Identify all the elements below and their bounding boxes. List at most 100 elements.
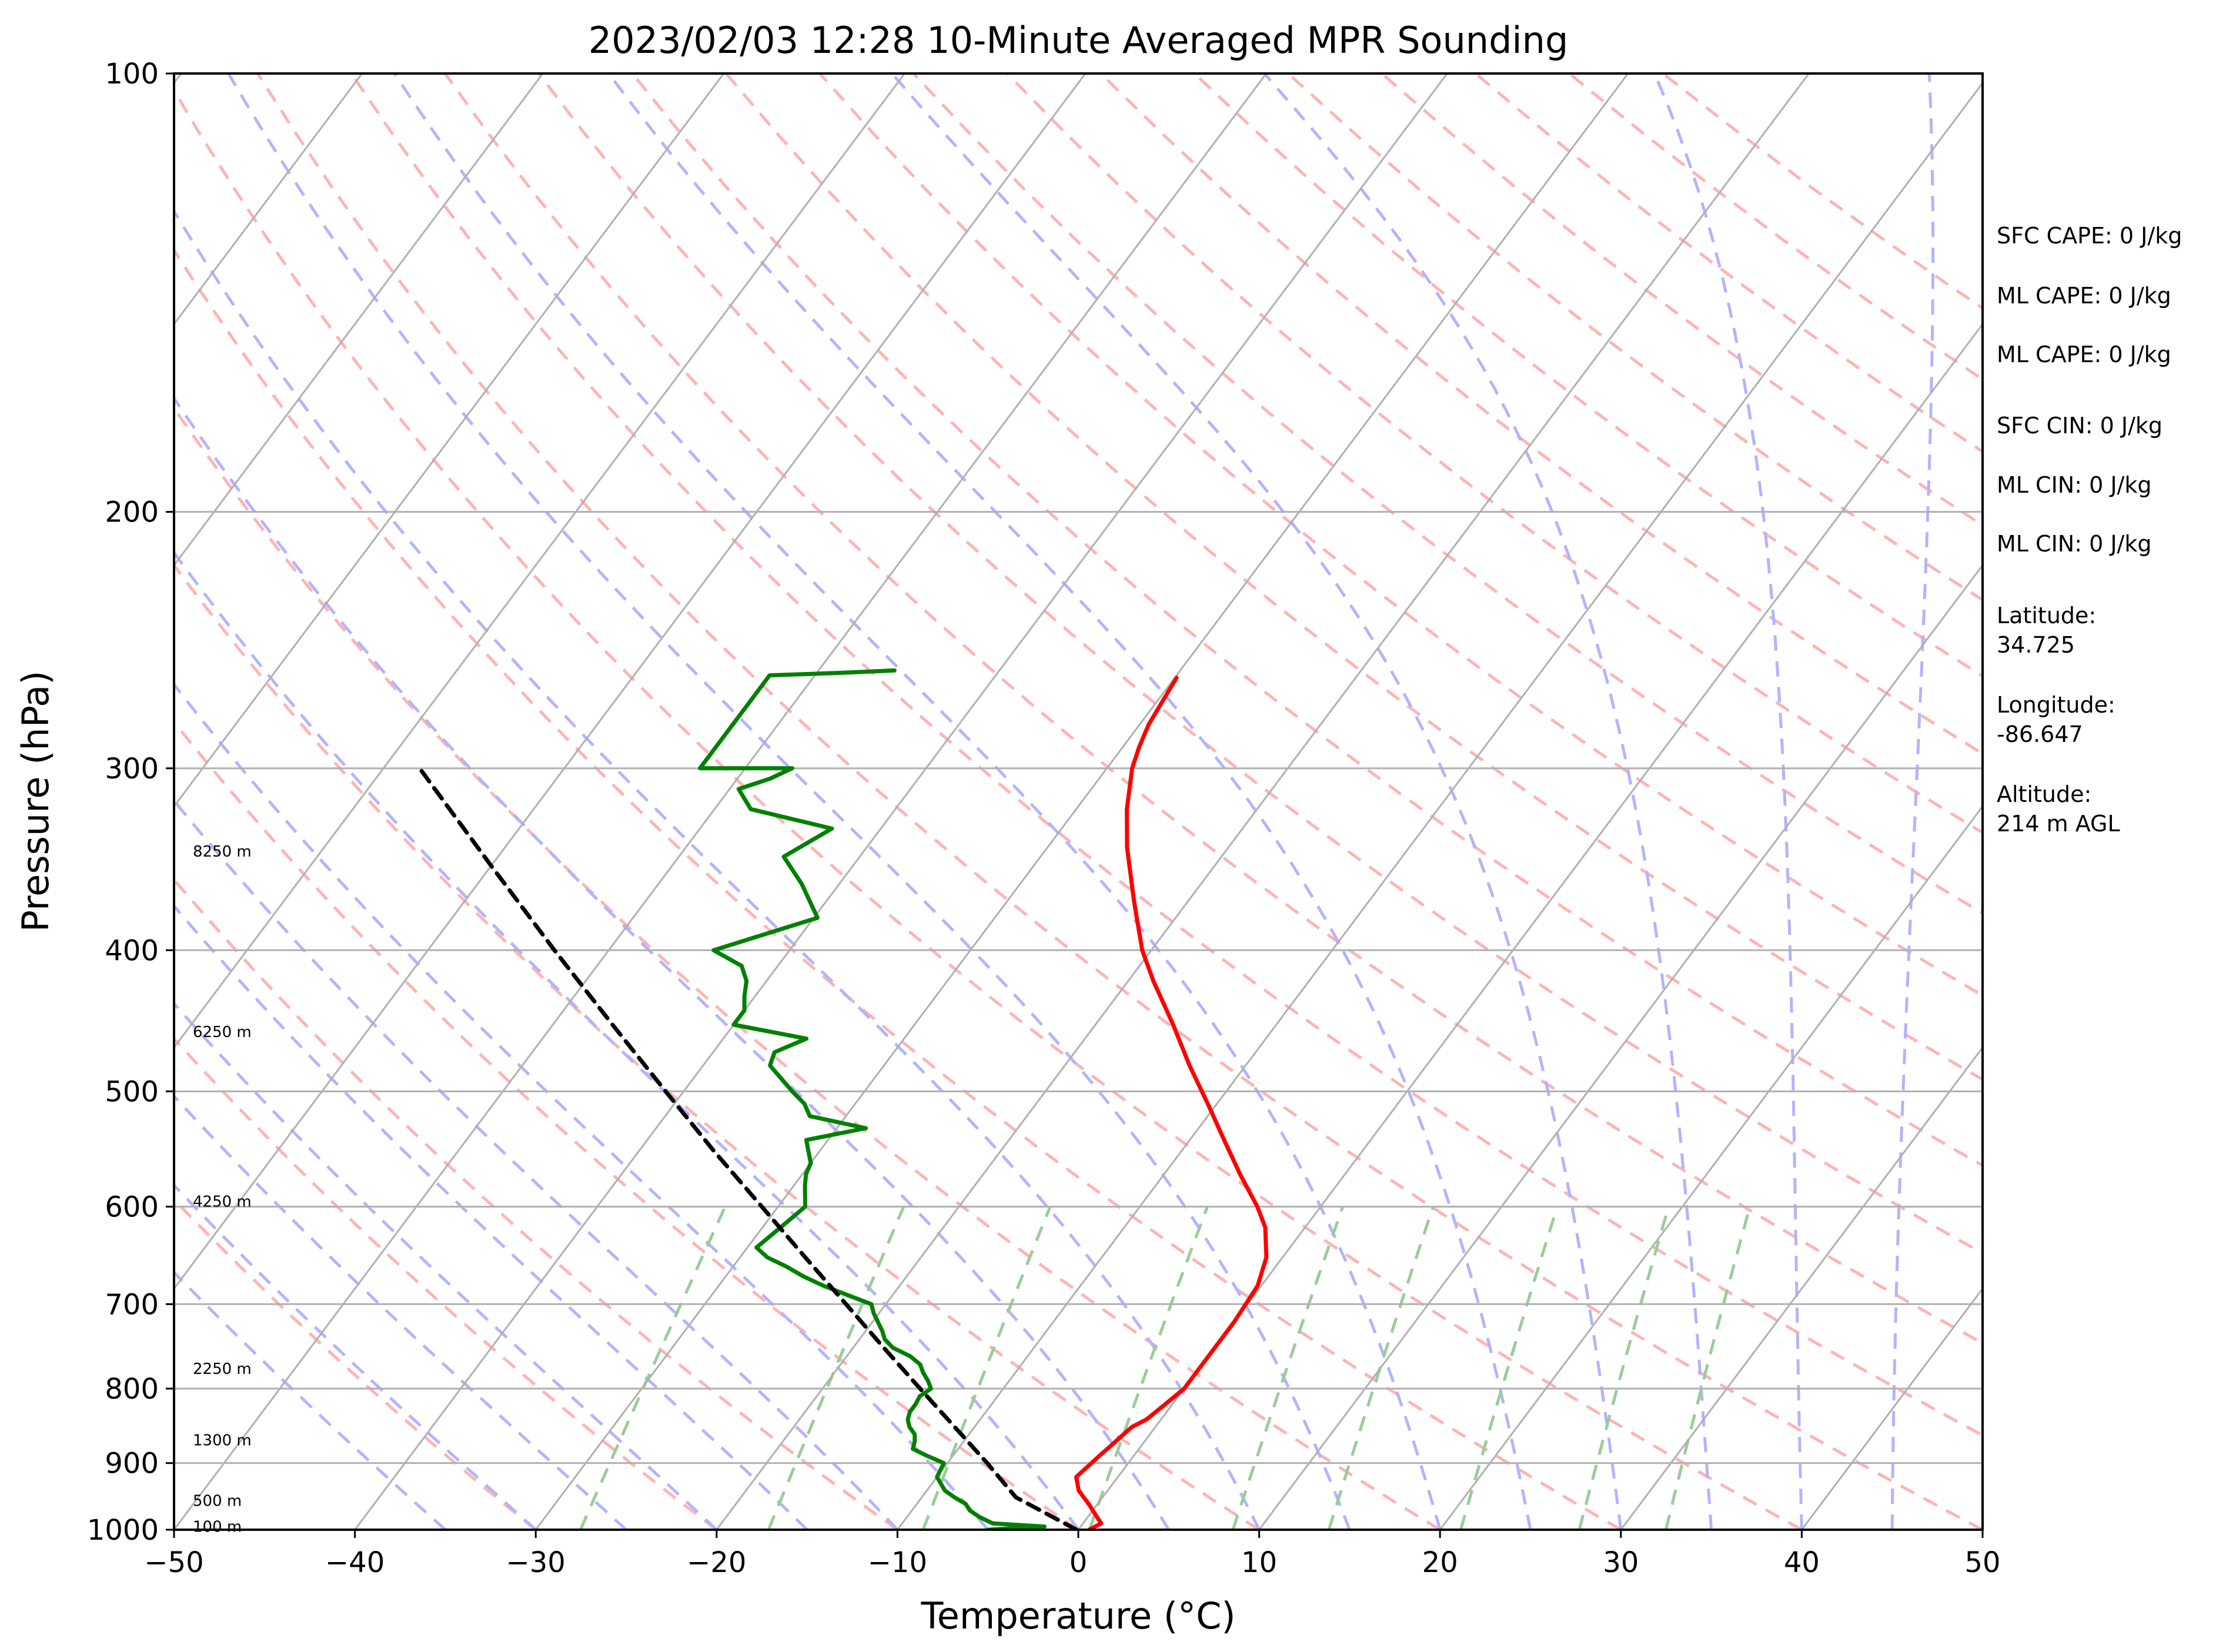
y-tick-label: 200 (105, 496, 159, 529)
height-label: 100 m (193, 1519, 242, 1536)
height-label: 1300 m (193, 1432, 252, 1450)
x-tick-label: 0 (1069, 1546, 1088, 1579)
height-label: 2250 m (193, 1360, 252, 1378)
isotherm-line (1439, 805, 1983, 1530)
mixing-ratio-line (1088, 1206, 1209, 1530)
ml-cape-text: ML CAPE: 0 J/kg (1997, 283, 2171, 309)
ml-cape-text-2: ML CAPE: 0 J/kg (1997, 342, 2171, 367)
y-tick-label: 900 (105, 1447, 159, 1480)
isotherm-line (174, 73, 544, 567)
dry-adiabat (350, 73, 1983, 1437)
x-tick-label: 40 (1784, 1546, 1820, 1579)
ml-cin-text-2: ML CIN: 0 J/kg (1997, 531, 2151, 557)
dry-adiabat (443, 73, 1983, 1345)
height-labels: 100 m 500 m 1300 m 2250 m 4250 m 6250 m 8250 m (193, 843, 252, 1536)
dry-adiabat (174, 406, 1441, 1530)
background-lines (174, 73, 1983, 1530)
dry-adiabat (1099, 73, 1983, 755)
moist-adiabat (174, 208, 1261, 1530)
dry-adiabat (174, 563, 1260, 1530)
x-axis-label: Temperature (°C) (920, 1594, 1235, 1637)
moist-adiabat (1263, 73, 1713, 1530)
isotherm-line (1077, 322, 1983, 1530)
mixing-ratio-line (1664, 1206, 1752, 1530)
isotherm-line (174, 73, 725, 808)
height-label: 500 m (193, 1492, 242, 1510)
y-tick-label: 700 (105, 1288, 159, 1321)
dry-adiabat (174, 1036, 718, 1530)
isotherm-line (354, 73, 1448, 1530)
x-tick-label: 20 (1422, 1546, 1458, 1579)
isotherm-line (897, 81, 1983, 1530)
ml-cin-text: ML CIN: 0 J/kg (1997, 472, 2151, 498)
mixing-ratio-line (1459, 1206, 1559, 1530)
moist-adiabat (174, 1001, 718, 1530)
moist-adiabat (227, 73, 1351, 1530)
sfc-cin-text: SFC CIN: 0 J/kg (1997, 413, 2163, 439)
series-line-2 (698, 668, 1047, 1530)
moist-adiabat (174, 904, 808, 1530)
mixing-ratio-line (1231, 1206, 1345, 1530)
dry-adiabat (256, 73, 1983, 1530)
dry-adiabat (631, 73, 1983, 1168)
side-annotations: SFC CAPE: 0 J/kg ML CAPE: 0 J/kg ML CAPE… (1997, 223, 2182, 837)
moist-adiabat (607, 73, 1532, 1530)
chart-title: 2023/02/03 12:28 10-Minute Averaged MPR … (589, 19, 1569, 62)
moist-adiabat (174, 682, 990, 1530)
moist-adiabat (393, 73, 1442, 1530)
x-tick-label: 50 (1964, 1546, 2000, 1579)
isobar-gridlines (174, 73, 1983, 1530)
y-tick-label: 1000 (87, 1514, 159, 1547)
y-tick-label: 400 (105, 934, 159, 967)
latitude-label: Latitude: (1997, 603, 2096, 628)
dry-adiabat (1193, 73, 1983, 678)
y-tick-label: 600 (105, 1190, 159, 1223)
isotherm-line (1620, 1046, 1983, 1530)
dry-adiabat (174, 720, 1079, 1530)
moist-adiabat (174, 798, 899, 1530)
y-tick-label: 100 (105, 58, 159, 91)
x-tick-label: −10 (868, 1546, 927, 1579)
x-tick-label: −20 (687, 1546, 746, 1579)
x-axis: −50 −40 −30 −20 −10 0 10 20 30 40 50 (144, 1530, 2001, 1579)
isotherm-line (174, 73, 363, 326)
y-axis: 100 200 300 400 500 600 700 800 900 1000 (87, 58, 174, 1547)
dry-adiabat (174, 1197, 537, 1530)
y-tick-label: 800 (105, 1373, 159, 1406)
isotherm-line (174, 73, 905, 1049)
mixing-ratio-line (1577, 1206, 1670, 1530)
isotherm-line (535, 73, 1629, 1530)
isotherm-line (174, 73, 1087, 1290)
longitude-value: -86.647 (1997, 721, 2083, 747)
isotherm-line (1258, 563, 1983, 1530)
sfc-cape-text: SFC CAPE: 0 J/kg (1997, 223, 2182, 249)
y-tick-label: 300 (105, 753, 159, 785)
dry-adiabat (1006, 73, 1983, 835)
dry-adiabat (537, 73, 1983, 1255)
x-tick-label: −30 (506, 1546, 566, 1579)
moist-adiabat (174, 550, 1080, 1530)
height-label: 8250 m (193, 843, 252, 861)
x-tick-label: −50 (144, 1546, 203, 1579)
x-tick-label: 30 (1603, 1546, 1639, 1579)
x-tick-label: −40 (325, 1546, 385, 1579)
moist-adiabat (174, 1093, 627, 1530)
series-line-3 (417, 766, 1079, 1530)
height-label: 6250 m (193, 1024, 252, 1041)
altitude-label: Altitude: (1997, 781, 2091, 807)
altitude-value: 214 m AGL (1997, 811, 2120, 837)
latitude-value: 34.725 (1997, 632, 2075, 658)
height-label: 4250 m (193, 1193, 252, 1210)
y-axis-label: Pressure (hPa) (14, 671, 57, 932)
x-tick-label: 10 (1241, 1546, 1277, 1579)
mixing-ratio-line (1327, 1206, 1435, 1530)
series-line-1 (1074, 675, 1269, 1530)
y-tick-label: 500 (105, 1075, 159, 1108)
moist-adiabat (174, 396, 1170, 1530)
dry-adiabat (174, 87, 1803, 1530)
dry-adiabat (174, 877, 898, 1530)
isotherm-line (174, 73, 1267, 1530)
sounding-series (417, 668, 1269, 1530)
